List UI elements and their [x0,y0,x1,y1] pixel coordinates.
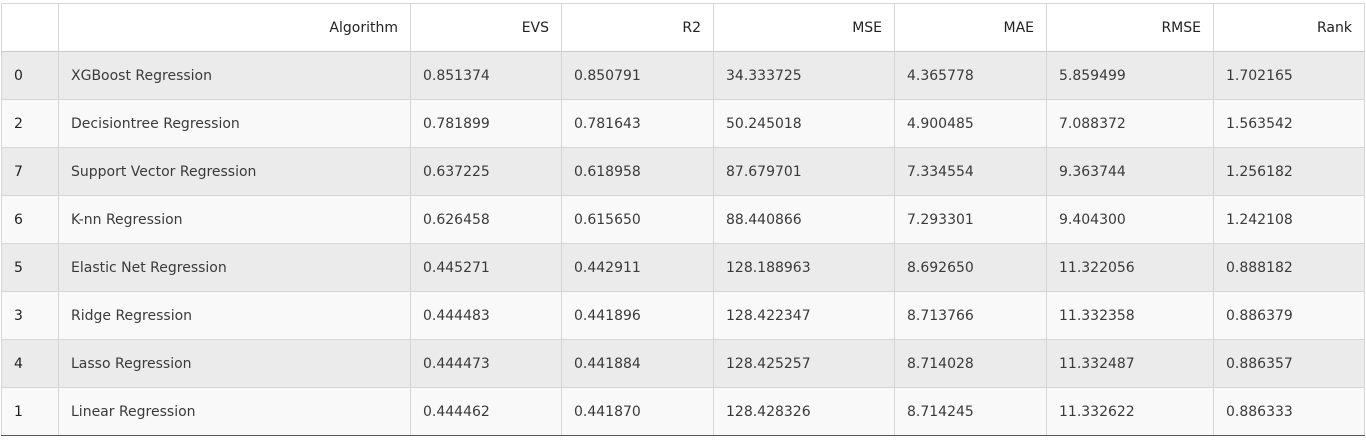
rmse-cell: 11.322056 [1046,243,1214,292]
column-header-mse: MSE [713,3,895,52]
r2-cell: 0.781643 [561,99,714,148]
mae-cell: 8.714245 [894,387,1047,436]
mse-cell: 128.428326 [713,387,895,436]
algorithm-cell: Lasso Regression [58,339,411,388]
column-header-rank: Rank [1213,3,1365,52]
rmse-cell: 9.404300 [1046,195,1214,244]
rmse-cell: 11.332358 [1046,291,1214,340]
evs-cell: 0.637225 [410,147,562,196]
row-index: 1 [1,387,59,436]
algorithm-cell: Support Vector Regression [58,147,411,196]
mae-cell: 8.714028 [894,339,1047,388]
algorithm-cell: XGBoost Regression [58,51,411,100]
r2-cell: 0.441884 [561,339,714,388]
algorithm-cell: K-nn Regression [58,195,411,244]
table-row: 2 Decisiontree Regression 0.781899 0.781643… [1,99,1365,148]
column-header-r2: R2 [561,3,714,52]
mse-cell: 128.188963 [713,243,895,292]
table-row: 7 Support Vector Regression 0.637225 0.6189… [1,147,1365,196]
mse-cell: 34.333725 [713,51,895,100]
algorithm-cell: Linear Regression [58,387,411,436]
column-header-algorithm: Algorithm [58,3,411,52]
mae-cell: 7.293301 [894,195,1047,244]
rank-cell: 0.886333 [1213,387,1365,436]
rank-cell: 1.242108 [1213,195,1365,244]
row-index: 2 [1,99,59,148]
mae-cell: 7.334554 [894,147,1047,196]
evs-cell: 0.444483 [410,291,562,340]
mae-cell: 8.713766 [894,291,1047,340]
row-index: 3 [1,291,59,340]
evs-cell: 0.781899 [410,99,562,148]
table-row: 5 Elastic Net Regression 0.445271 0.442911 1… [1,243,1365,292]
mse-cell: 128.422347 [713,291,895,340]
table-row: 3 Ridge Regression 0.444483 0.441896 128.422… [1,291,1365,340]
r2-cell: 0.441896 [561,291,714,340]
r2-cell: 0.442911 [561,243,714,292]
mse-cell: 50.245018 [713,99,895,148]
rank-cell: 1.563542 [1213,99,1365,148]
r2-cell: 0.441870 [561,387,714,436]
mae-cell: 8.692650 [894,243,1047,292]
rank-cell: 1.702165 [1213,51,1365,100]
table-header: Algorithm EVS R2 MSE MAE RMSE Rank [1,3,1365,52]
table-row: 6 K-nn Regression 0.626458 0.615650 88.44086… [1,195,1365,244]
table-row: 4 Lasso Regression 0.444473 0.441884 128.425… [1,339,1365,388]
row-index: 7 [1,147,59,196]
mse-cell: 87.679701 [713,147,895,196]
header-row: Algorithm EVS R2 MSE MAE RMSE Rank [1,3,1365,52]
r2-cell: 0.618958 [561,147,714,196]
rmse-cell: 7.088372 [1046,99,1214,148]
rank-cell: 1.256182 [1213,147,1365,196]
algorithm-cell: Elastic Net Regression [58,243,411,292]
row-index: 5 [1,243,59,292]
table-body: 0 XGBoost Regression 0.851374 0.850791 34.33… [1,51,1365,436]
rank-cell: 0.886379 [1213,291,1365,340]
algorithm-cell: Ridge Regression [58,291,411,340]
row-index: 6 [1,195,59,244]
row-index: 4 [1,339,59,388]
rank-cell: 0.888182 [1213,243,1365,292]
evs-cell: 0.626458 [410,195,562,244]
mse-cell: 128.425257 [713,339,895,388]
rmse-cell: 11.332487 [1046,339,1214,388]
evs-cell: 0.444473 [410,339,562,388]
rank-cell: 0.886357 [1213,339,1365,388]
row-index: 0 [1,51,59,100]
mae-cell: 4.900485 [894,99,1047,148]
column-header-rmse: RMSE [1046,3,1214,52]
column-header-mae: MAE [894,3,1047,52]
table-row: 0 XGBoost Regression 0.851374 0.850791 34.33… [1,51,1365,100]
rmse-cell: 11.332622 [1046,387,1214,436]
r2-cell: 0.850791 [561,51,714,100]
rmse-cell: 9.363744 [1046,147,1214,196]
rmse-cell: 5.859499 [1046,51,1214,100]
column-header-evs: EVS [410,3,562,52]
evs-cell: 0.851374 [410,51,562,100]
r2-cell: 0.615650 [561,195,714,244]
results-table: Algorithm EVS R2 MSE MAE RMSE Rank 0 XGBo… [1,3,1365,436]
mse-cell: 88.440866 [713,195,895,244]
evs-cell: 0.445271 [410,243,562,292]
table-row: 1 Linear Regression 0.444462 0.441870 128.42… [1,387,1365,436]
algorithm-cell: Decisiontree Regression [58,99,411,148]
evs-cell: 0.444462 [410,387,562,436]
results-table-container: Algorithm EVS R2 MSE MAE RMSE Rank 0 XGBo… [1,3,1365,436]
mae-cell: 4.365778 [894,51,1047,100]
column-header-index [1,3,59,52]
